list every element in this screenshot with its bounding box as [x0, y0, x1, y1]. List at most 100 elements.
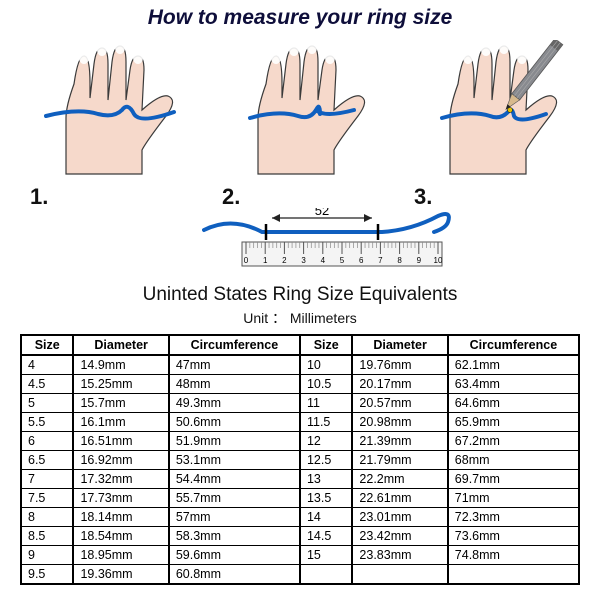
table-cell: 16.51mm: [73, 432, 168, 451]
table-cell: 11: [300, 394, 352, 413]
table-cell: 12.5: [300, 451, 352, 470]
table-cell: 5: [21, 394, 73, 413]
table-cell: 55.7mm: [169, 489, 300, 508]
table-cell: 17.32mm: [73, 470, 168, 489]
ruler-tick-label: 6: [359, 256, 364, 265]
table-cell: 60.8mm: [169, 565, 300, 585]
table-cell: 49.3mm: [169, 394, 300, 413]
table-cell: 10: [300, 355, 352, 375]
ruler-tick-label: 5: [340, 256, 345, 265]
table-cell: 12: [300, 432, 352, 451]
page-title: How to measure your ring size: [12, 0, 588, 30]
table-title: Uninted States Ring Size Equivalents: [12, 284, 588, 306]
table-cell: 23.01mm: [352, 508, 447, 527]
hand-icon-1: [28, 36, 188, 176]
ruler-area: 52 012345678910: [12, 208, 588, 280]
table-cell: 16.92mm: [73, 451, 168, 470]
table-cell: [352, 565, 447, 585]
table-cell: 50.6mm: [169, 413, 300, 432]
table-cell: [300, 565, 352, 585]
table-unit: Unit ： Millimeters: [12, 308, 588, 328]
table-cell: 14.5: [300, 527, 352, 546]
table-cell: 22.2mm: [352, 470, 447, 489]
ruler-tick-label: 10: [434, 256, 443, 265]
table-cell: 17.73mm: [73, 489, 168, 508]
table-row: 717.32mm54.4mm1322.2mm69.7mm: [21, 470, 579, 489]
table-row: 4.515.25mm48mm10.520.17mm63.4mm: [21, 375, 579, 394]
table-cell: 20.98mm: [352, 413, 447, 432]
table-cell: 13: [300, 470, 352, 489]
table-row: 918.95mm59.6mm1523.83mm74.8mm: [21, 546, 579, 565]
table-cell: 20.17mm: [352, 375, 447, 394]
table-cell: 65.9mm: [448, 413, 579, 432]
ruler-tick-label: 4: [321, 256, 326, 265]
table-cell: 13.5: [300, 489, 352, 508]
table-cell: 22.61mm: [352, 489, 447, 508]
table-header: Diameter: [73, 335, 168, 355]
table-cell: 48mm: [169, 375, 300, 394]
table-cell: 11.5: [300, 413, 352, 432]
measurement-label: 52: [315, 208, 329, 218]
table-cell: 10.5: [300, 375, 352, 394]
table-cell: 5.5: [21, 413, 73, 432]
table-cell: 6.5: [21, 451, 73, 470]
table-header: Diameter: [352, 335, 447, 355]
table-cell: 18.54mm: [73, 527, 168, 546]
ruler-tick-label: 8: [397, 256, 402, 265]
table-cell: 7.5: [21, 489, 73, 508]
table-row: 8.518.54mm58.3mm14.523.42mm73.6mm: [21, 527, 579, 546]
table-row: 6.516.92mm53.1mm12.521.79mm68mm: [21, 451, 579, 470]
table-cell: 72.3mm: [448, 508, 579, 527]
size-table: SizeDiameterCircumferenceSizeDiameterCir…: [20, 334, 580, 585]
table-cell: 51.9mm: [169, 432, 300, 451]
table-cell: 16.1mm: [73, 413, 168, 432]
table-cell: 59.6mm: [169, 546, 300, 565]
step-number-1: 1.: [30, 184, 48, 210]
table-cell: 15.7mm: [73, 394, 168, 413]
table-cell: 9: [21, 546, 73, 565]
table-cell: 73.6mm: [448, 527, 579, 546]
table-cell: 8.5: [21, 527, 73, 546]
table-cell: 18.95mm: [73, 546, 168, 565]
table-cell: 58.3mm: [169, 527, 300, 546]
table-cell: 62.1mm: [448, 355, 579, 375]
ruler-tick-label: 3: [301, 256, 306, 265]
hand-icon-2: [220, 36, 380, 176]
table-header: Circumference: [169, 335, 300, 355]
table-cell: 19.76mm: [352, 355, 447, 375]
table-row: 9.519.36mm60.8mm: [21, 565, 579, 585]
table-cell: 19.36mm: [73, 565, 168, 585]
table-cell: 15: [300, 546, 352, 565]
table-cell: 53.1mm: [169, 451, 300, 470]
ruler-icon: 52 012345678910: [202, 208, 462, 280]
table-header: Size: [21, 335, 73, 355]
table-cell: 20.57mm: [352, 394, 447, 413]
step-number-2: 2.: [222, 184, 240, 210]
ruler-tick-label: 1: [263, 256, 268, 265]
ruler-tick-label: 0: [244, 256, 249, 265]
table-row: 7.517.73mm55.7mm13.522.61mm71mm: [21, 489, 579, 508]
table-cell: 47mm: [169, 355, 300, 375]
table-cell: 74.8mm: [448, 546, 579, 565]
table-row: 616.51mm51.9mm1221.39mm67.2mm: [21, 432, 579, 451]
table-cell: 14: [300, 508, 352, 527]
table-row: 515.7mm49.3mm1120.57mm64.6mm: [21, 394, 579, 413]
step-number-3: 3.: [414, 184, 432, 210]
table-cell: 14.9mm: [73, 355, 168, 375]
table-cell: 54.4mm: [169, 470, 300, 489]
table-cell: 63.4mm: [448, 375, 579, 394]
table-row: 414.9mm47mm1019.76mm62.1mm: [21, 355, 579, 375]
table-row: 5.516.1mm50.6mm11.520.98mm65.9mm: [21, 413, 579, 432]
table-cell: 7: [21, 470, 73, 489]
table-cell: 4.5: [21, 375, 73, 394]
step-1: 1.: [12, 36, 204, 206]
table-cell: 8: [21, 508, 73, 527]
table-cell: 6: [21, 432, 73, 451]
table-header: Size: [300, 335, 352, 355]
table-cell: 23.83mm: [352, 546, 447, 565]
table-cell: 9.5: [21, 565, 73, 585]
table-cell: 69.7mm: [448, 470, 579, 489]
table-cell: [448, 565, 579, 585]
table-cell: 15.25mm: [73, 375, 168, 394]
table-row: 818.14mm57mm1423.01mm72.3mm: [21, 508, 579, 527]
